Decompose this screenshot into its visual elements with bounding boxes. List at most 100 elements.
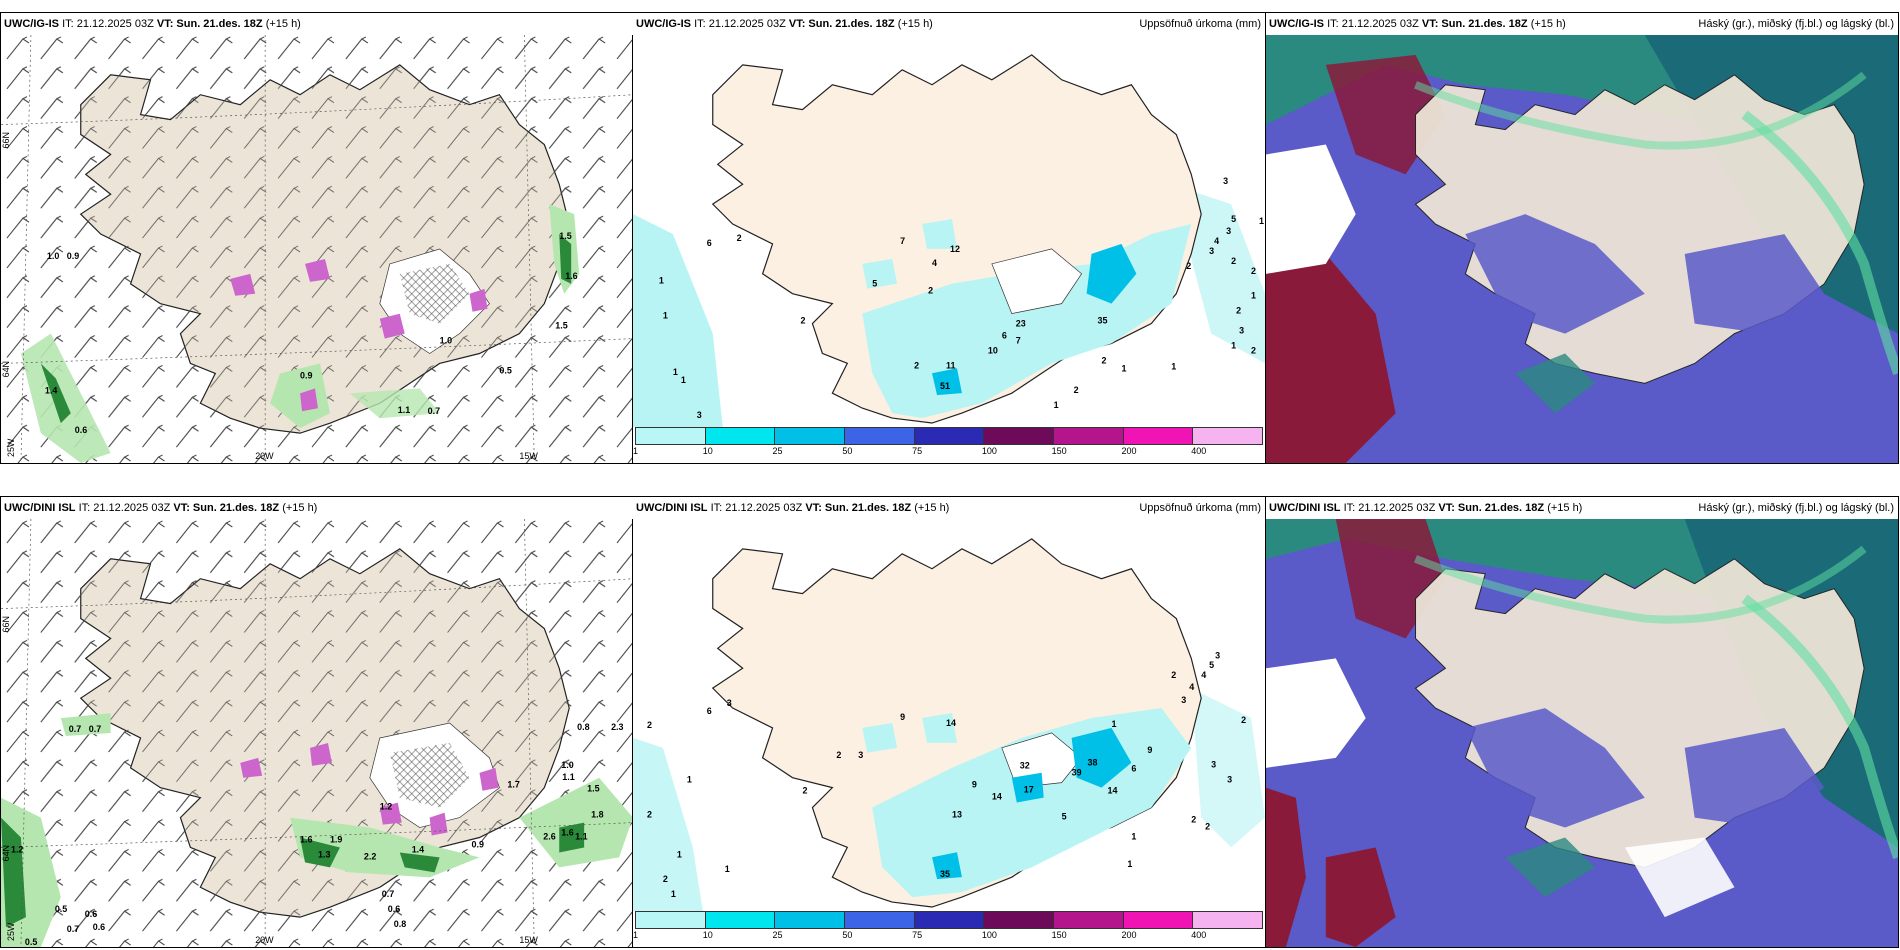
map-svg: [1266, 35, 1898, 463]
svg-text:1.2: 1.2: [380, 802, 392, 812]
legend-swatch: [984, 912, 1055, 928]
legend-tick-label: 50: [842, 446, 853, 456]
cloud-edge-band: [1741, 110, 1898, 376]
hatched-area: [399, 263, 470, 324]
svg-text:0.7: 0.7: [382, 889, 394, 899]
legend-swatch: [1054, 428, 1124, 444]
legend-ticks: 1 10 25 50 75 100 150 200 400: [633, 929, 1263, 941]
svg-text:1.9: 1.9: [330, 834, 342, 844]
svg-text:9: 9: [972, 780, 977, 790]
legend-tick-label: 10: [702, 930, 713, 940]
init-time: IT: 21.12.2025 03Z: [62, 18, 154, 30]
map-svg: 6 3 9 14 3 2 2 1 1 2 1 2 1 2 9 14 13 32 …: [633, 538, 1265, 911]
legend-tick-label: 400: [1191, 930, 1207, 940]
model-name: UWC/IG-IS: [4, 18, 59, 30]
lead-time: (+15 h): [914, 502, 950, 514]
legend-swatch: [636, 912, 706, 928]
svg-text:2: 2: [800, 316, 805, 326]
panel-precip-dini: UWC/DINI ISL IT: 21.12.2025 03Z VT: Sun.…: [632, 496, 1266, 948]
svg-text:3: 3: [1223, 176, 1228, 186]
lon-label-25w: 25W: [6, 438, 16, 457]
legend-swatch: [636, 428, 706, 444]
svg-text:3: 3: [1181, 695, 1186, 705]
legend-tick-label: 25: [772, 446, 783, 456]
legend-tick-label: 100: [981, 930, 997, 940]
svg-text:3: 3: [1227, 775, 1232, 785]
panel-precip-igis: UWC/IG-IS IT: 21.12.2025 03Z VT: Sun. 21…: [632, 12, 1266, 464]
svg-text:4: 4: [1201, 670, 1206, 680]
svg-text:1.4: 1.4: [412, 844, 424, 854]
legend-swatch: [1123, 912, 1194, 928]
svg-text:2: 2: [737, 233, 742, 243]
svg-text:35: 35: [1098, 316, 1108, 326]
svg-text:2: 2: [836, 750, 841, 760]
svg-text:1.0: 1.0: [440, 336, 452, 346]
init-time: IT: 21.12.2025 03Z: [710, 502, 803, 514]
mid-cloud-patch: [1515, 353, 1595, 414]
svg-text:3: 3: [1226, 226, 1231, 236]
panel-variable-title: Uppsöfnuð úrkoma (mm): [1139, 18, 1261, 30]
model-name: UWC/DINI ISL: [4, 502, 76, 514]
svg-text:38: 38: [1088, 758, 1098, 768]
legend-tick-label: 75: [912, 930, 923, 940]
legend-swatch: [775, 428, 846, 444]
svg-text:51: 51: [940, 381, 950, 391]
legend-swatch: [984, 428, 1055, 444]
svg-text:6: 6: [707, 238, 712, 248]
lead-time: (+15 h): [1547, 502, 1583, 514]
panel-variable-title: Uppsöfnuð úrkoma (mm): [1139, 502, 1261, 514]
precip-core: [1086, 243, 1137, 304]
valid-time: VT: Sun. 21.des. 18Z: [788, 18, 895, 30]
lat-label-64n: 64N: [1, 845, 11, 861]
svg-text:4: 4: [1189, 682, 1194, 692]
svg-text:7: 7: [1016, 335, 1021, 345]
precip-core: [932, 852, 962, 880]
svg-text:1: 1: [1127, 859, 1132, 869]
svg-text:2.3: 2.3: [611, 722, 623, 732]
svg-text:3: 3: [1209, 246, 1214, 256]
model-name: UWC/DINI ISL: [636, 502, 708, 514]
svg-text:35: 35: [940, 869, 950, 879]
svg-text:14: 14: [992, 792, 1002, 802]
svg-text:1.1: 1.1: [575, 832, 587, 842]
legend-swatch: [705, 428, 776, 444]
lead-time: (+15 h): [897, 18, 933, 30]
svg-text:0.9: 0.9: [472, 839, 484, 849]
lon-label-20w: 20W: [255, 935, 274, 945]
svg-text:2: 2: [1074, 385, 1079, 395]
svg-text:4: 4: [1214, 236, 1219, 246]
svg-text:1.0: 1.0: [561, 760, 573, 770]
high-cloud-field: [1266, 787, 1306, 947]
svg-text:1: 1: [687, 775, 692, 785]
svg-text:0.6: 0.6: [93, 922, 105, 932]
legend-swatch: [845, 912, 915, 928]
svg-text:3: 3: [697, 410, 702, 420]
svg-text:1: 1: [1054, 400, 1059, 410]
map-area: [1266, 35, 1898, 463]
precip-sea-area: [1191, 688, 1265, 848]
svg-text:0.9: 0.9: [300, 370, 312, 380]
map-area: 6 3 9 14 3 2 2 1 1 2 1 2 1 2 9 14 13 32 …: [633, 519, 1265, 911]
svg-text:2: 2: [1236, 306, 1241, 316]
svg-text:0.5: 0.5: [499, 365, 511, 375]
svg-text:0.9: 0.9: [67, 251, 79, 261]
panel-header: UWC/IG-IS IT: 21.12.2025 03Z VT: Sun. 21…: [1266, 13, 1898, 35]
panel-wind-snow-igis: UWC/IG-IS IT: 21.12.2025 03Z VT: Sun. 21…: [0, 12, 634, 464]
low-cloud-over-land: [1465, 708, 1645, 828]
svg-text:6: 6: [707, 706, 712, 716]
svg-text:0.7: 0.7: [89, 724, 101, 734]
init-time: IT: 21.12.2025 03Z: [1327, 18, 1419, 30]
legend-swatch: [1123, 428, 1194, 444]
legend-swatch: [775, 912, 846, 928]
clear-sky-area: [1266, 658, 1366, 768]
panel-header: UWC/DINI ISL IT: 21.12.2025 03Z VT: Sun.…: [1, 497, 633, 519]
panel-variable-title: Háský (gr.), miðský (fj.bl.) og lágský (…: [1698, 18, 1894, 30]
svg-text:1: 1: [673, 367, 678, 377]
init-time: IT: 21.12.2025 03Z: [694, 18, 786, 30]
svg-text:1.1: 1.1: [562, 772, 574, 782]
svg-text:13: 13: [952, 809, 962, 819]
precip-area: [862, 258, 898, 289]
svg-text:2: 2: [647, 720, 652, 730]
svg-text:1.1: 1.1: [398, 405, 410, 415]
legend-tick-label: 75: [912, 446, 923, 456]
